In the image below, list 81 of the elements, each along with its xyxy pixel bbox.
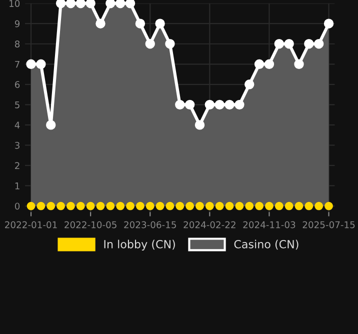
point	[26, 202, 36, 210]
point	[264, 59, 274, 70]
point	[175, 100, 185, 110]
point	[244, 80, 254, 90]
point	[314, 39, 324, 49]
y-tick-label: 10	[10, 0, 20, 7]
point	[106, 0, 116, 8]
point	[196, 202, 204, 210]
y-tick-label: 6	[15, 81, 20, 88]
point	[66, 202, 75, 210]
point	[284, 202, 294, 210]
point	[36, 202, 46, 210]
point	[116, 202, 125, 210]
point	[136, 202, 144, 210]
point	[265, 202, 274, 210]
y-tick-label: 0	[14, 202, 20, 210]
point	[225, 202, 234, 210]
point	[274, 202, 284, 210]
x-tick-label: 2024-11-03	[243, 221, 296, 228]
point	[255, 202, 264, 210]
point	[176, 202, 184, 210]
y-tick-label: 3	[15, 142, 20, 149]
point	[146, 202, 154, 210]
point	[86, 202, 95, 210]
x-tick-label: 2022-10-05	[64, 221, 116, 228]
y-tick-label: 5	[15, 101, 20, 108]
x-tick-label: 2022-01-01	[5, 221, 57, 228]
point	[245, 202, 254, 210]
point	[314, 202, 324, 210]
point	[125, 0, 136, 8]
point	[56, 202, 65, 210]
point	[304, 39, 314, 49]
point	[284, 39, 294, 49]
point	[274, 39, 284, 49]
x-tick-label: 2023-06-15	[124, 221, 176, 228]
x-tick-label: 2025-07-15	[302, 221, 355, 228]
y-tick-label: 1	[15, 182, 20, 190]
point	[166, 202, 174, 210]
point	[324, 18, 334, 28]
y-tick-label: 4	[14, 122, 20, 128]
point	[206, 202, 214, 210]
legend-label: In lobby (CN)	[104, 240, 175, 251]
point	[165, 39, 175, 49]
point	[36, 59, 46, 70]
point	[204, 100, 215, 110]
y-tick-label: 2	[15, 162, 20, 169]
point	[126, 202, 134, 210]
point	[135, 18, 146, 28]
point	[224, 100, 234, 110]
point	[66, 0, 76, 8]
legend-label: Casino (CN)	[234, 240, 298, 250]
point	[294, 202, 304, 210]
point	[96, 202, 105, 210]
point	[294, 59, 304, 70]
y-tick-label: 8	[14, 40, 20, 48]
point	[194, 120, 205, 130]
point	[96, 18, 106, 28]
y-tick-label: 7	[15, 60, 20, 68]
point	[215, 202, 224, 210]
point	[235, 202, 244, 210]
point	[56, 0, 66, 8]
point	[46, 120, 56, 130]
y-tick-label: 9	[14, 20, 20, 28]
point	[324, 202, 333, 210]
point	[184, 100, 195, 110]
point	[156, 202, 164, 210]
point	[86, 0, 96, 8]
x-tick-label: 2024-02-22	[184, 221, 236, 228]
point	[155, 18, 165, 28]
point	[304, 202, 314, 210]
point	[145, 39, 155, 49]
point	[115, 0, 126, 8]
point	[76, 202, 85, 210]
point	[26, 59, 36, 70]
point	[186, 202, 194, 210]
point	[106, 202, 115, 210]
point	[76, 0, 86, 8]
point	[234, 100, 244, 110]
point	[46, 202, 56, 210]
point	[214, 100, 224, 110]
point	[254, 59, 264, 70]
